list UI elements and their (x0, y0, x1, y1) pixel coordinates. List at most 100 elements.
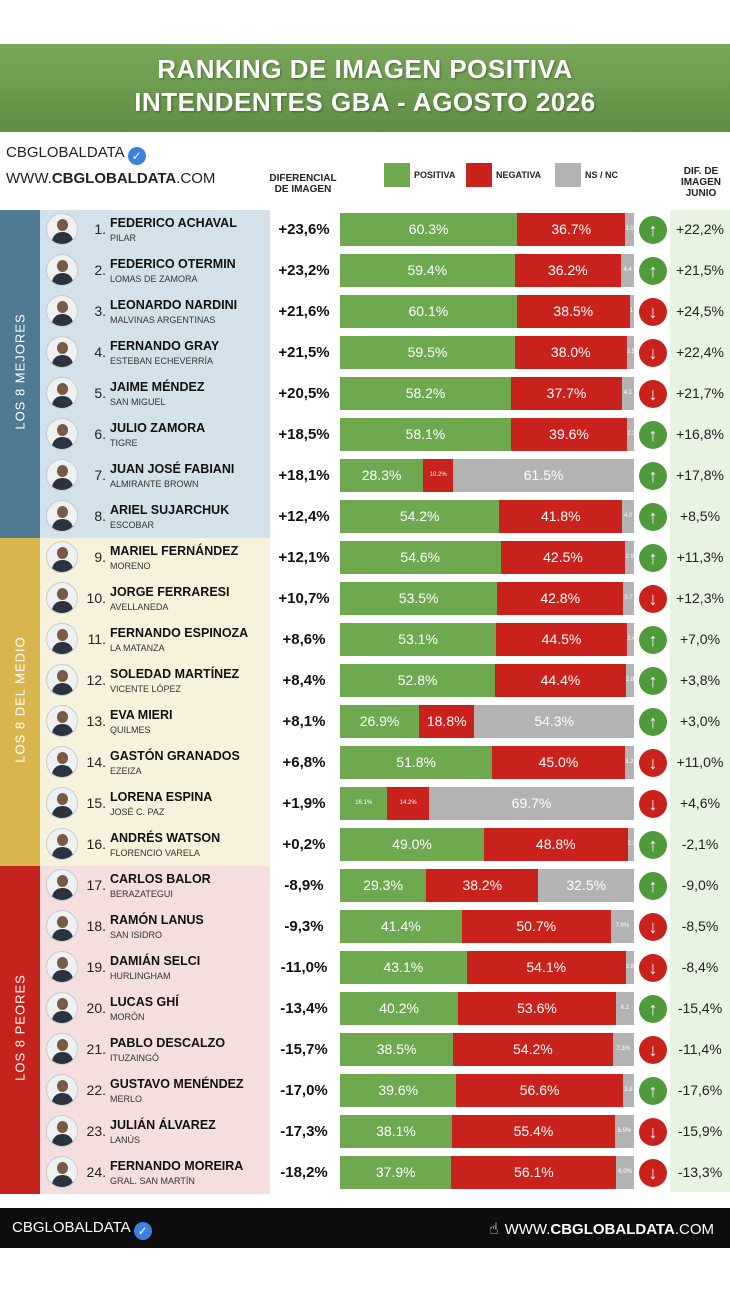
avatar (46, 213, 78, 245)
image-differential: +1,9% (282, 795, 326, 812)
legend-negativa: NEGATIVA (466, 163, 541, 187)
bar-segment-positiva: 52.8% (340, 664, 496, 697)
stacked-bar: 58.1% 39.6% 2.3 (340, 418, 634, 451)
junio-differential: -8,4% (681, 959, 719, 975)
table-row: 20. LUCAS GHÍ MORÓN -13,4% 40.2% 53.6% 6.2 ↑ -15… (0, 989, 730, 1030)
bar-segment-positiva: 59.4% (340, 254, 515, 287)
arrow-down-icon: ↓ (639, 913, 667, 941)
legend-swatch-nsnc (555, 163, 581, 187)
arrow-up-icon: ↑ (639, 872, 667, 900)
arrow-down-icon: ↓ (639, 380, 667, 408)
rank-number: 10. (86, 590, 106, 606)
stacked-bar: 40.2% 53.6% 6.2 (340, 992, 634, 1025)
image-differential: -11,0% (280, 959, 328, 976)
bar-segment-nsnc: 3.7 (623, 582, 634, 615)
bar-segment-negativa: 54.2% (453, 1033, 613, 1066)
junio-differential: -13,3% (677, 1164, 723, 1180)
bar-segment-negativa: 53.6% (458, 992, 616, 1025)
footer-brand: CBGLOBALDATA ✓ (12, 1219, 152, 1240)
municipality: LOMAS DE ZAMORA (110, 274, 198, 284)
bar-segment-nsnc: 3.2 (624, 746, 634, 779)
bar-segment-nsnc: 3.0 (625, 213, 634, 246)
table-row: 16. ANDRÉS WATSON FLORENCIO VARELA +0,2% 49.… (0, 825, 730, 866)
stacked-bar: 26.9% 18.8% 54.3% (340, 705, 634, 738)
avatar (46, 500, 78, 532)
bar-segment-positiva: 40.2% (340, 992, 459, 1025)
table-row: 22. GUSTAVO MENÉNDEZ MERLO -17,0% 39.6% 56.6%… (0, 1071, 730, 1112)
footer-website[interactable]: ☝ WWW.CBGLOBALDATA.COM (488, 1221, 714, 1238)
rank-number: 19. (86, 959, 106, 975)
arrow-up-icon: ↑ (639, 544, 667, 572)
stacked-bar: 37.9% 56.1% 6.0% (340, 1156, 634, 1189)
bar-segment-positiva: 38.5% (340, 1033, 454, 1066)
person-name: GUSTAVO MENÉNDEZ (110, 1077, 244, 1091)
group-tab-mejores: LOS 8 MEJORES (0, 210, 40, 538)
junio-differential: -15,9% (677, 1123, 723, 1139)
bar-segment-nsnc: 69.7% (429, 787, 634, 820)
avatar (46, 1115, 78, 1147)
image-differential: +6,8% (282, 754, 326, 771)
legend-positiva: POSITIVA (384, 163, 455, 187)
bar-segment-negativa: 45.0% (492, 746, 625, 779)
avatar (46, 1033, 78, 1065)
table-row: 1. FEDERICO ACHAVAL PILAR +23,6% 60.3% 36.7% 3… (0, 210, 730, 251)
image-differential: +10,7% (278, 590, 330, 607)
bar-segment-positiva: 41.4% (340, 910, 462, 943)
stacked-bar: 49.0%48.8%2.2 (340, 828, 634, 861)
bar-segment-nsnc: 6.0% (616, 1156, 634, 1189)
image-differential: +8,1% (282, 713, 326, 730)
rank-number: 8. (94, 508, 106, 524)
municipality: ALMIRANTE BROWN (110, 479, 199, 489)
verified-check-icon: ✓ (127, 147, 146, 165)
junio-differential: +16,8% (676, 426, 724, 442)
table-row: 9. MARIEL FERNÁNDEZ MORENO +12,1% 54.6% 42.5%… (0, 538, 730, 579)
municipality: SAN MIGUEL (110, 397, 166, 407)
bar-segment-nsnc: 2.8 (625, 951, 634, 984)
arrow-down-icon: ↓ (639, 1159, 667, 1187)
bar-segment-negativa: 18.8% (419, 705, 475, 738)
chart-title-line2: INTENDENTES GBA - AGOSTO 2026 (134, 87, 596, 117)
rank-number: 15. (86, 795, 106, 811)
bar-segment-negativa: 36.2% (514, 254, 622, 287)
image-differential: +18,5% (278, 426, 330, 443)
bar-segment-nsnc: 7.9% (610, 910, 634, 943)
table-row: 2. FEDERICO OTERMIN LOMAS DE ZAMORA +23,2% 5… (0, 251, 730, 292)
bar-segment-negativa: 37.7% (511, 377, 622, 410)
arrow-down-icon: ↓ (639, 298, 667, 326)
arrow-down-icon: ↓ (639, 585, 667, 613)
image-differential: +12,4% (278, 508, 330, 525)
junio-differential: +4,6% (679, 795, 721, 811)
group-tab-peores: LOS 8 PEORES (0, 866, 40, 1194)
image-differential: +21,6% (278, 303, 330, 320)
rank-number: 13. (86, 713, 106, 729)
bar-segment-positiva: 54.2% (340, 500, 500, 533)
junio-column-header: DIF. DE IMAGEN JUNIO (681, 166, 721, 199)
avatar (46, 1074, 78, 1106)
avatar (46, 828, 78, 860)
rank-number: 14. (86, 754, 106, 770)
person-name: FEDERICO ACHAVAL (110, 216, 237, 230)
municipality: MORENO (110, 561, 151, 571)
bar-segment-nsnc: 61.5% (453, 459, 634, 492)
stacked-bar: 53.5% 42.8% 3.7 (340, 582, 634, 615)
image-differential: +20,5% (278, 385, 330, 402)
bar-segment-nsnc: 3.8 (622, 1074, 634, 1107)
table-row: 6. JULIO ZAMORA TIGRE +18,5% 58.1% 39.6% 2.3 ↑ +… (0, 415, 730, 456)
rank-number: 22. (86, 1082, 106, 1098)
bar-segment-negativa: 50.7% (461, 910, 611, 943)
person-name: LEONARDO NARDINI (110, 298, 238, 312)
verified-check-icon: ✓ (133, 1222, 152, 1240)
person-name: LUCAS GHÍ (110, 995, 179, 1009)
table-row: 11. FERNANDO ESPINOZA LA MATANZA +8,6% 53.1%… (0, 620, 730, 661)
avatar (46, 541, 78, 573)
image-differential: -17,3% (280, 1123, 328, 1140)
avatar (46, 910, 78, 942)
junio-differential: -2,1% (681, 836, 719, 852)
chart-header: RANKING DE IMAGEN POSITIVA INTENDENTES G… (0, 44, 730, 132)
bar-segment-nsnc: 2.4 (626, 623, 634, 656)
bar-segment-positiva: 38.1% (340, 1115, 452, 1148)
municipality: ESTEBAN ECHEVERRÍA (110, 356, 214, 366)
image-differential: +8,4% (282, 672, 326, 689)
bar-segment-negativa: 38.2% (426, 869, 539, 902)
bar-segment-nsnc: 2.5 (626, 336, 634, 369)
